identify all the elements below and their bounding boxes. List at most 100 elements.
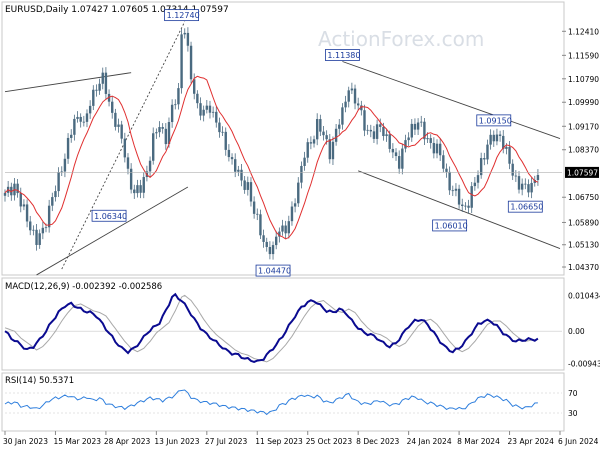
annotation-box	[255, 264, 291, 277]
candle-body	[410, 123, 413, 138]
candle-body	[22, 204, 26, 207]
price-tick-label: 1.09170	[568, 122, 599, 131]
candle-body	[196, 93, 199, 104]
candle-body	[347, 90, 350, 102]
last-price-marker: 1.07597	[5, 166, 599, 178]
candle-body	[193, 79, 196, 94]
candle-body	[240, 169, 243, 181]
candle-body	[442, 155, 445, 169]
candle-body	[243, 180, 246, 190]
x-tick-label: 11 Sep 2023	[255, 437, 303, 446]
annotation-box	[325, 49, 360, 61]
x-tick-label: 15 Mar 2023	[53, 437, 101, 446]
candle-body	[180, 34, 183, 89]
candle-body	[397, 156, 401, 169]
candle-body	[508, 146, 511, 164]
macd-panel	[1, 277, 565, 371]
candle-body	[511, 163, 514, 176]
annotation-box	[432, 219, 468, 232]
candle-body	[394, 152, 398, 157]
last-price-box	[565, 166, 599, 178]
candle-body	[407, 137, 410, 141]
trend-line	[342, 61, 561, 140]
candle-body	[287, 221, 291, 234]
candle-body	[76, 116, 79, 119]
candles	[3, 27, 540, 260]
candle-body	[262, 235, 265, 242]
candle-body	[309, 142, 313, 144]
candle-body	[47, 205, 51, 228]
candle-body	[505, 146, 508, 149]
candle-body	[353, 88, 357, 104]
annotation-label: 1.04470	[258, 267, 291, 276]
candle-body	[385, 134, 388, 137]
candle-body	[170, 104, 174, 123]
x-tick-label: 8 Mar 2024	[457, 437, 500, 446]
candle-body	[85, 113, 89, 122]
candle-body	[19, 193, 22, 207]
candle-body	[319, 119, 322, 132]
candle-body	[221, 131, 224, 133]
candle-body	[473, 182, 477, 187]
candle-body	[391, 148, 395, 153]
candle-body	[476, 175, 480, 183]
candle-body	[164, 128, 168, 145]
candle-body	[461, 204, 464, 207]
candle-body	[126, 157, 130, 169]
price-tick-label: 1.05130	[568, 241, 599, 250]
candle-body	[369, 129, 372, 132]
candle-body	[303, 157, 306, 166]
candle-body	[114, 112, 117, 127]
candle-body	[29, 221, 32, 231]
rsi-tick-label: 30	[568, 409, 578, 418]
candle-body	[224, 131, 227, 150]
moving-average-line	[4, 75, 539, 240]
candle-body	[382, 126, 385, 137]
candle-body	[281, 225, 284, 232]
macd-label: MACD(12,26,9) -0.002392 -0.002586	[5, 282, 162, 292]
candle-body	[161, 127, 164, 129]
candle-body	[259, 214, 262, 236]
candle-body	[413, 123, 417, 130]
candle-body	[331, 141, 335, 160]
annotation-label: 1.06340	[94, 212, 127, 221]
candle-body	[148, 160, 152, 172]
candle-body	[363, 110, 366, 131]
candle-body	[536, 174, 540, 181]
candle-body	[41, 227, 45, 234]
macd-signal-line	[4, 294, 538, 363]
candle-body	[401, 148, 404, 169]
candle-body	[328, 139, 332, 160]
candle-body	[117, 124, 120, 127]
candle-body	[483, 158, 486, 160]
candle-body	[372, 131, 376, 139]
candle-body	[432, 142, 436, 154]
price-annotations: 1.12740 1.11380 1.09150 1.06340 1.04470 1.060…	[91, 9, 543, 277]
candle-body	[208, 105, 212, 113]
candle-body	[454, 188, 458, 191]
candle-body	[379, 124, 382, 127]
candle-body	[457, 188, 461, 205]
candle-body	[388, 134, 391, 149]
candle-body	[416, 122, 420, 130]
candle-body	[530, 182, 533, 193]
trend-line	[358, 170, 561, 249]
candle-body	[312, 139, 316, 144]
candle-body	[278, 231, 281, 237]
candle-body	[66, 137, 70, 159]
candle-body	[514, 175, 518, 177]
candle-body	[57, 172, 60, 192]
candle-body	[211, 111, 215, 113]
price-tick-label: 1.12410	[568, 27, 599, 36]
candle-body	[51, 197, 54, 206]
x-tick-label: 25 Oct 2023	[306, 437, 353, 446]
candle-body	[297, 182, 300, 204]
candle-body	[120, 124, 123, 139]
annotation-label: 1.11380	[327, 51, 360, 60]
x-tick-label: 28 Apr 2023	[104, 437, 151, 446]
trend-line	[4, 72, 132, 93]
candle-body	[155, 132, 158, 134]
price-tick-label: 1.05890	[568, 218, 599, 227]
candle-body	[70, 134, 73, 138]
candle-body	[470, 186, 473, 208]
